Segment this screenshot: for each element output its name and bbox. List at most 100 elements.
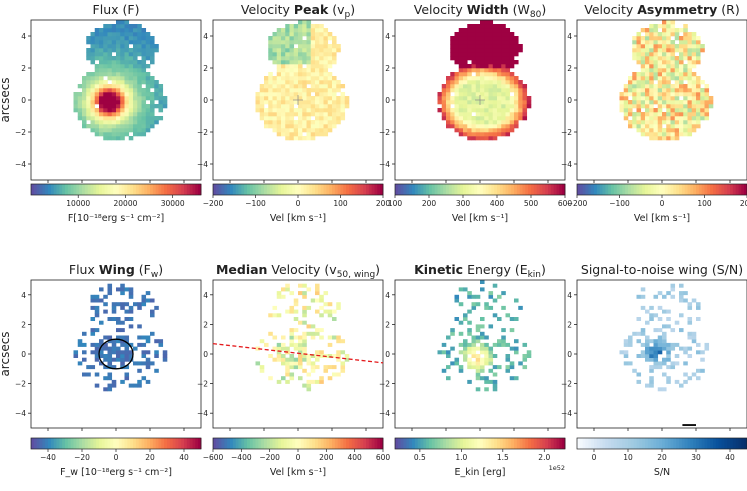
heatmap-cell: [90, 32, 96, 37]
heatmap-cell: [137, 68, 142, 73]
heatmap-cell: [340, 104, 346, 109]
heatmap-cell: [133, 24, 138, 29]
heatmap-cell: [492, 64, 498, 69]
colorbar-segment: [221, 438, 225, 449]
colorbar-segment: [511, 184, 515, 195]
heatmap-cell: [505, 357, 511, 362]
heatmap-cell: [162, 354, 168, 358]
heatmap-cell: [327, 84, 333, 89]
heatmap-cell: [662, 100, 667, 105]
heatmap-cell: [302, 335, 307, 340]
heatmap-cell: [94, 298, 100, 303]
heatmap-cell: [645, 112, 650, 117]
heatmap-cell: [90, 96, 96, 101]
heatmap-cell: [492, 28, 498, 33]
heatmap-cell: [488, 64, 494, 69]
colorbar-segment: [625, 438, 629, 449]
heatmap-cell: [480, 376, 485, 381]
colorbar-segment: [556, 438, 560, 449]
heatmap-cell: [696, 350, 701, 355]
heatmap-cell: [653, 32, 659, 37]
heatmap-cell: [285, 92, 290, 97]
heatmap-cell: [471, 128, 477, 133]
heatmap-cell: [272, 48, 278, 53]
heatmap-cell: [94, 372, 100, 377]
heatmap-cell: [687, 92, 693, 97]
heatmap-cell: [306, 32, 312, 37]
heatmap-cell: [497, 112, 502, 117]
heatmap-cell: [255, 108, 261, 113]
heatmap-cell: [480, 317, 485, 321]
heatmap-cell: [623, 96, 629, 101]
heatmap-cell: [332, 309, 337, 314]
heatmap-cell: [488, 354, 494, 358]
colorbar-segment: [707, 184, 711, 195]
heatmap-cell: [107, 283, 113, 288]
heatmap-cell: [645, 76, 650, 81]
heatmap-cell: [450, 80, 455, 85]
heatmap-cell: [623, 354, 629, 358]
heatmap-cell: [691, 92, 697, 97]
y-tick-label: 2: [203, 320, 208, 329]
heatmap-cell: [133, 116, 138, 121]
heatmap-cell: [124, 132, 130, 137]
heatmap-cell: [124, 80, 130, 85]
colorbar-segment: [656, 438, 660, 449]
colorbar-segment: [118, 184, 123, 195]
heatmap-cell: [332, 40, 337, 45]
heatmap-cell: [471, 88, 477, 93]
heatmap-cell: [640, 84, 646, 89]
heatmap-cell: [679, 36, 684, 41]
heatmap-cell: [107, 60, 113, 65]
heatmap-cell: [86, 116, 91, 121]
heatmap-cell: [484, 52, 489, 57]
heatmap-cell: [116, 80, 121, 85]
heatmap-cell: [293, 100, 299, 105]
colorbar-segment: [577, 184, 581, 195]
heatmap-cell: [700, 100, 705, 105]
heatmap-cell: [137, 335, 142, 340]
heatmap-cell: [696, 88, 701, 93]
heatmap-cell: [509, 80, 515, 85]
colorbar-segment: [332, 184, 336, 195]
heatmap-cell: [649, 84, 654, 89]
heatmap-cell: [315, 309, 320, 314]
heatmap-cell: [687, 335, 693, 340]
heatmap-cell: [488, 40, 494, 45]
y-tick-label: 4: [21, 32, 26, 41]
colorbar-tick-label: 200: [376, 199, 391, 208]
heatmap-cell: [501, 40, 506, 45]
heatmap-cell: [623, 361, 629, 366]
heatmap-cell: [645, 64, 650, 69]
heatmap-cell: [90, 124, 96, 129]
heatmap-cell: [319, 60, 324, 65]
colorbar-segment: [70, 438, 74, 449]
heatmap-cell: [509, 108, 515, 113]
heatmap-cell: [454, 72, 460, 77]
heatmap-cell: [116, 88, 121, 93]
colorbar-segment: [326, 438, 330, 449]
heatmap-cell: [526, 354, 532, 358]
colorbar-segment: [721, 184, 725, 195]
heatmap-cell: [691, 76, 697, 81]
heatmap-cell: [94, 354, 100, 358]
heatmap-cell: [666, 324, 671, 329]
colorbar-segment: [124, 184, 128, 195]
heatmap-cell: [501, 116, 506, 121]
heatmap-cell: [458, 132, 464, 137]
heatmap-cell: [315, 120, 320, 125]
heatmap-cell: [327, 128, 333, 133]
heatmap-cell: [480, 357, 485, 362]
heatmap-cell: [467, 64, 472, 69]
colorbar-segment: [218, 184, 222, 195]
heatmap-cell: [120, 36, 125, 41]
heatmap-cell: [285, 60, 290, 65]
heatmap-cell: [501, 88, 506, 93]
heatmap-cell: [463, 92, 468, 97]
colorbar-segment: [636, 184, 640, 195]
heatmap-cell: [86, 96, 91, 101]
heatmap-cell: [514, 48, 519, 53]
heatmap-cell: [293, 52, 299, 57]
colorbar-segment: [300, 438, 305, 449]
heatmap-cell: [154, 116, 159, 121]
